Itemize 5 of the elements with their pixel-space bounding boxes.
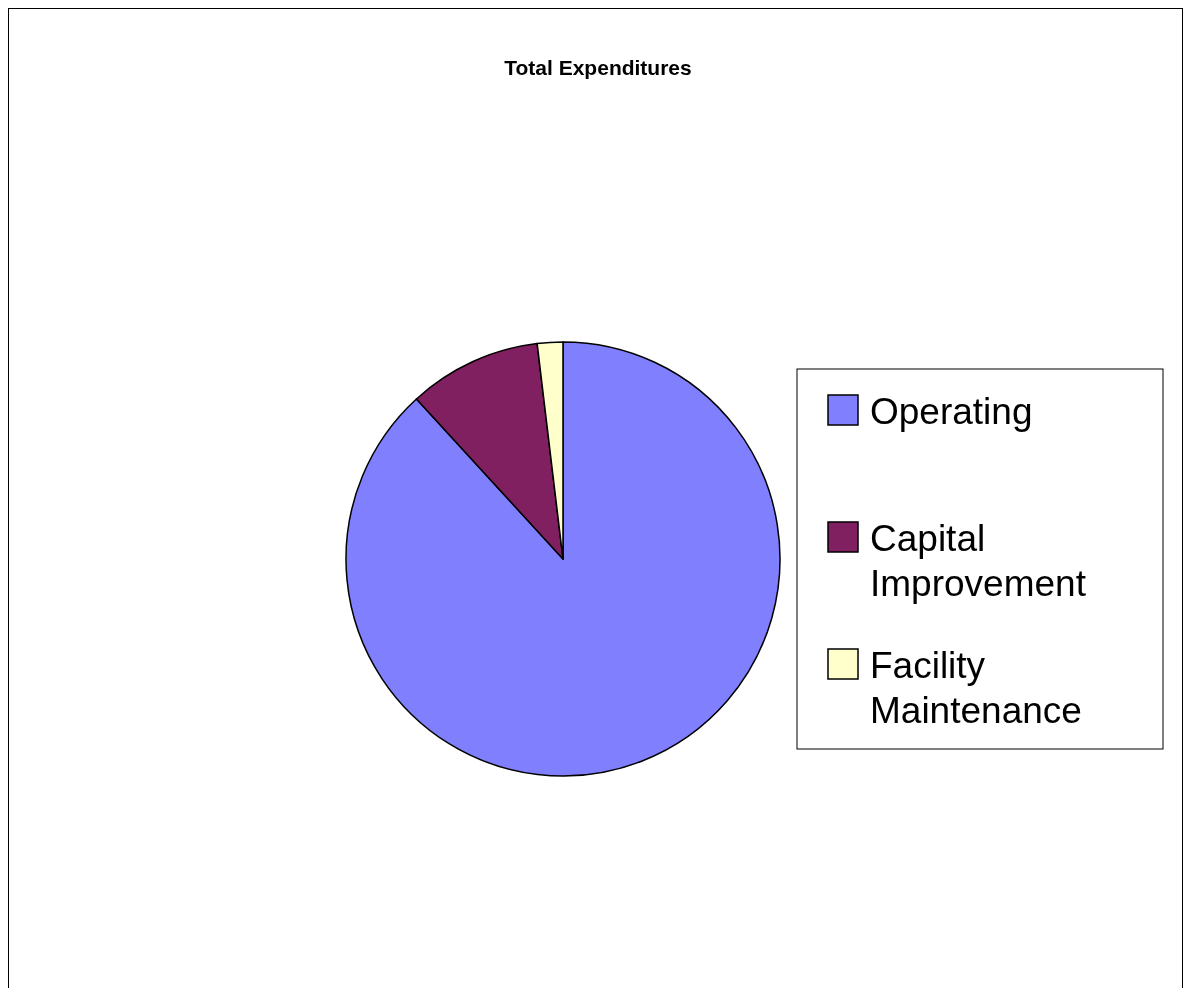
legend-label: Facility Maintenance: [870, 645, 1082, 731]
legend-label: Capital Improvement: [870, 518, 1087, 604]
pie-slice: [345, 341, 781, 777]
legend-label: Operating: [870, 391, 1033, 432]
chart-title: Total Expenditures: [504, 56, 692, 79]
